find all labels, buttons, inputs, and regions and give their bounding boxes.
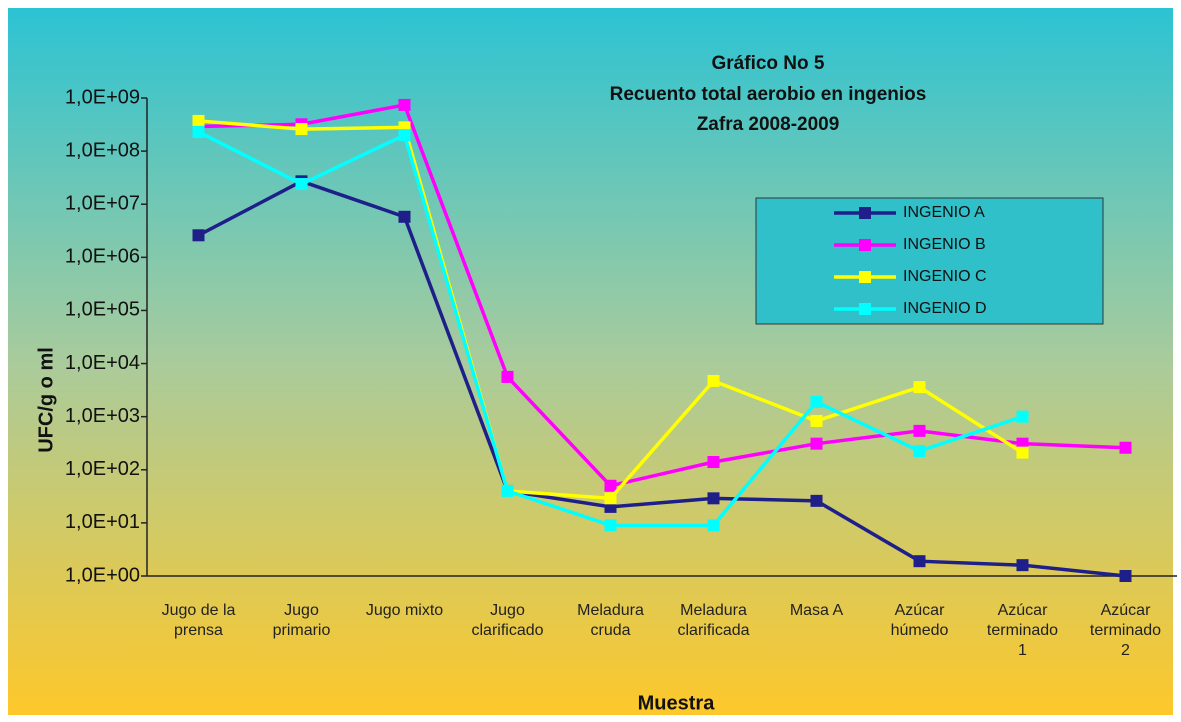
data-point xyxy=(810,437,823,450)
data-point xyxy=(192,125,205,138)
data-point xyxy=(810,414,823,427)
legend-label: INGENIO C xyxy=(903,268,987,285)
x-tick-label: Jugo clarificado xyxy=(471,602,544,639)
data-point xyxy=(913,445,926,458)
x-tick-label: Meladura clarificada xyxy=(677,602,750,639)
legend-label: INGENIO B xyxy=(903,236,986,253)
data-point xyxy=(1016,559,1029,572)
x-tick-label: Azúcar terminado 1 xyxy=(986,602,1059,659)
x-tick-label: Jugo primario xyxy=(272,602,331,639)
data-point xyxy=(913,381,926,394)
legend xyxy=(755,197,1104,325)
data-point xyxy=(1016,410,1029,423)
data-point xyxy=(295,123,308,136)
chart-title: Recuento total aerobio en ingenios xyxy=(610,84,927,105)
x-tick-label: Jugo de la prensa xyxy=(161,602,236,639)
data-point xyxy=(1119,570,1132,582)
data-point xyxy=(707,492,720,505)
y-tick-label: 1,0E+02 xyxy=(65,458,140,480)
y-tick-label: 1,0E+01 xyxy=(65,511,140,533)
y-tick-label: 1,0E+03 xyxy=(65,405,140,427)
data-point xyxy=(1016,446,1029,459)
legend-label: INGENIO A xyxy=(903,204,985,221)
data-point xyxy=(192,114,205,127)
data-point xyxy=(295,178,308,191)
y-tick-label: 1,0E+08 xyxy=(65,139,140,161)
data-point xyxy=(913,555,926,568)
data-point xyxy=(913,424,926,437)
data-point xyxy=(707,519,720,532)
legend-marker xyxy=(859,239,871,251)
x-tick-label: Jugo mixto xyxy=(365,602,444,619)
x-tick-label: Masa A xyxy=(789,602,844,619)
y-tick-label: 1,0E+04 xyxy=(65,352,140,374)
data-point xyxy=(1119,441,1132,454)
data-point xyxy=(810,395,823,408)
data-point xyxy=(604,492,617,505)
legend-marker xyxy=(859,271,871,283)
y-tick-label: 1,0E+05 xyxy=(65,299,140,321)
y-tick-label: 1,0E+09 xyxy=(65,86,140,108)
chart-title: Gráfico No 5 xyxy=(712,53,825,74)
data-point xyxy=(501,370,514,383)
y-tick-label: 1,0E+00 xyxy=(65,564,140,586)
chart-title: Zafra 2008-2009 xyxy=(697,114,840,135)
data-point xyxy=(192,229,205,242)
series-line xyxy=(197,179,1126,578)
data-point xyxy=(707,456,720,469)
data-point xyxy=(604,479,617,492)
data-point xyxy=(398,210,411,223)
series-line xyxy=(198,102,1126,488)
y-tick-label: 1,0E+06 xyxy=(65,246,140,268)
data-point xyxy=(810,494,823,507)
data-point xyxy=(707,374,720,387)
legend-marker xyxy=(859,207,871,219)
x-tick-label: Azúcar húmedo xyxy=(890,602,949,639)
data-point xyxy=(398,98,411,111)
x-tick-label: Meladura cruda xyxy=(577,602,644,639)
data-point xyxy=(604,519,617,532)
legend-label: INGENIO D xyxy=(903,300,987,317)
y-axis-label: UFC/g o ml xyxy=(35,347,57,453)
legend-marker xyxy=(859,303,871,315)
x-axis-label: Muestra xyxy=(638,692,716,714)
data-point xyxy=(501,484,514,497)
x-tick-label: Azúcar terminado 2 xyxy=(1089,602,1162,659)
data-point xyxy=(398,129,411,142)
y-tick-label: 1,0E+07 xyxy=(65,193,140,215)
